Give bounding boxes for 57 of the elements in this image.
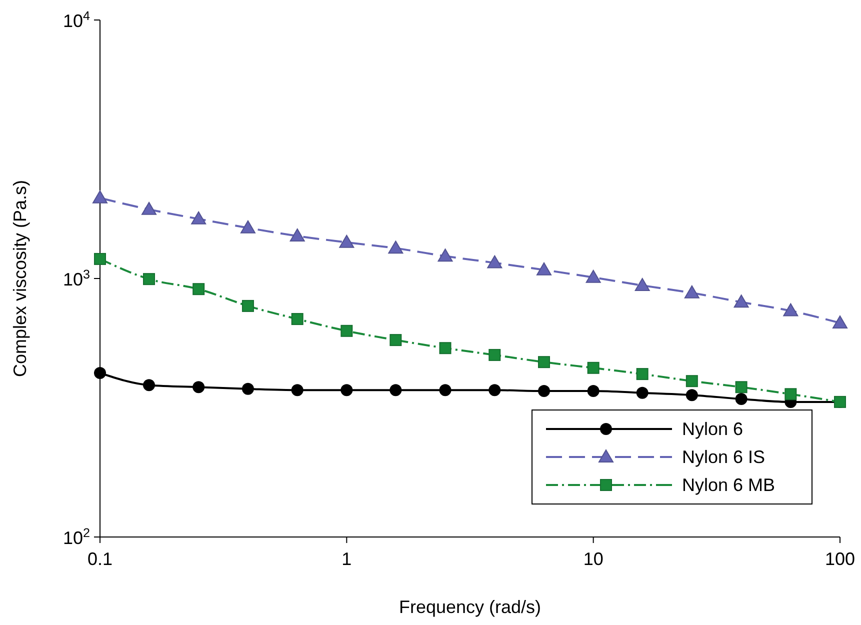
point	[438, 248, 453, 262]
x-tick-label: 1	[342, 549, 352, 569]
point	[439, 342, 452, 354]
point	[240, 220, 256, 234]
point	[390, 384, 402, 396]
point	[735, 392, 748, 405]
point	[192, 283, 205, 296]
legend-label: Nylon 6 MB	[682, 475, 776, 495]
point	[734, 294, 749, 308]
x-axis-title: Frequency (rad/s)	[398, 597, 542, 617]
point	[192, 381, 205, 394]
point	[538, 385, 550, 398]
point	[686, 375, 698, 388]
x-tick-label: 100	[824, 549, 856, 569]
point	[143, 379, 155, 392]
point	[339, 234, 354, 248]
point	[142, 202, 156, 215]
point	[290, 228, 305, 242]
point	[538, 356, 550, 368]
y-tick-label: 10$^{4}$	[62, 9, 90, 31]
point	[92, 190, 108, 204]
point	[439, 384, 452, 396]
point	[94, 366, 106, 379]
point	[390, 334, 402, 346]
point	[340, 324, 353, 337]
point	[291, 313, 304, 326]
point	[488, 384, 501, 396]
x-tick-label: 10	[583, 549, 604, 569]
point	[586, 270, 601, 283]
point	[587, 385, 600, 398]
point	[487, 255, 502, 268]
point	[242, 300, 254, 312]
point	[191, 211, 206, 224]
x-tick-label: 0.1	[87, 549, 113, 569]
point	[783, 303, 798, 316]
y-tick-label: 10$^{2}$	[62, 526, 90, 548]
point	[784, 388, 797, 400]
point	[488, 348, 501, 361]
point	[536, 262, 552, 276]
point	[636, 368, 648, 380]
point	[832, 315, 848, 328]
y-axis-title: Complex viscosity (Pa.s)	[10, 180, 30, 378]
point	[684, 285, 700, 298]
y-tick-label: 10$^{3}$	[62, 268, 90, 290]
point	[735, 381, 748, 394]
point	[94, 252, 106, 265]
point	[143, 273, 155, 286]
point	[634, 278, 650, 291]
point	[340, 384, 353, 396]
point	[636, 386, 648, 399]
legend-label: Nylon 6 IS	[682, 447, 766, 467]
point	[587, 362, 600, 374]
legend-label: Nylon 6	[682, 419, 744, 439]
point	[242, 382, 254, 395]
point	[388, 240, 404, 254]
point	[686, 389, 698, 402]
point	[291, 384, 304, 396]
